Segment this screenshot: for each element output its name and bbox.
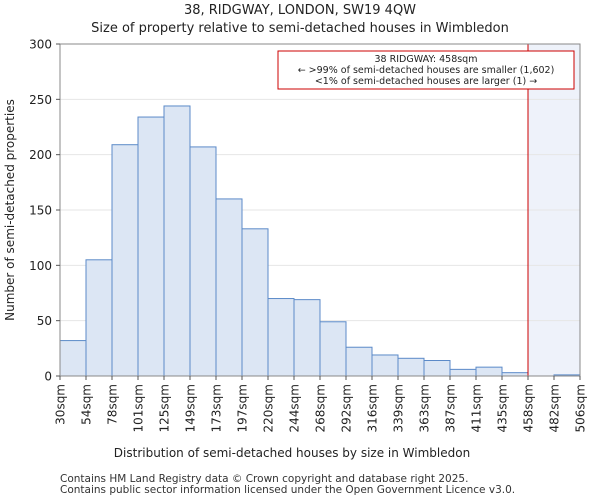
- bar-339sqm: [397, 357, 425, 377]
- footer-line-2: Contains public sector information licen…: [60, 484, 516, 496]
- chart-title: 38, RIDGWAY, LONDON, SW19 4QW: [183, 3, 417, 18]
- bar-54sqm: [85, 259, 113, 377]
- x-tick-label: 292sqm: [340, 384, 354, 432]
- bar-125sqm: [163, 105, 191, 377]
- bar-173sqm: [215, 198, 243, 377]
- x-tick-labels: 30sqm 54sqm 78sqm 101sqm 125sqm 149sqm 173sqm 1…: [54, 376, 588, 432]
- x-tick-label: 339sqm: [392, 384, 406, 432]
- annotation-line-3: <1% of semi-detached houses are larger (…: [315, 76, 537, 87]
- y-axis-label: Number of semi-detached properties: [3, 99, 17, 321]
- x-tick-label: 316sqm: [366, 384, 380, 432]
- bars-group: [59, 105, 581, 377]
- x-tick-label: 173sqm: [210, 384, 224, 432]
- x-tick-label: 435sqm: [496, 384, 510, 432]
- y-tick-label: 200: [29, 148, 52, 162]
- x-tick-label: 411sqm: [470, 384, 484, 432]
- x-tick-label: 101sqm: [132, 384, 146, 432]
- annotation-line-2: ← >99% of semi-detached houses are small…: [298, 65, 555, 76]
- annotation-line-1: 38 RIDGWAY: 458sqm: [375, 54, 478, 65]
- x-tick-label: 30sqm: [54, 384, 68, 425]
- x-tick-label: 363sqm: [418, 384, 432, 432]
- x-tick-label: 244sqm: [288, 384, 302, 432]
- y-tick-label: 0: [44, 370, 52, 384]
- y-tick-label: 100: [29, 259, 52, 273]
- y-tick-label: 300: [29, 38, 52, 52]
- x-tick-label: 387sqm: [444, 384, 458, 432]
- y-tick-label: 250: [29, 93, 52, 107]
- bar-292sqm: [345, 346, 373, 377]
- bar-387sqm: [449, 368, 477, 377]
- bar-244sqm: [293, 299, 321, 377]
- x-tick-label: 458sqm: [522, 384, 536, 432]
- footer-line-1: Contains HM Land Registry data © Crown c…: [60, 473, 469, 485]
- x-tick-label: 125sqm: [158, 384, 172, 432]
- x-tick-label: 220sqm: [262, 384, 276, 432]
- bar-316sqm: [371, 354, 399, 377]
- bar-30sqm: [59, 340, 87, 377]
- histogram-chart: 0 50 100 150 200 250 300 30sqm 54sqm 78sqm 101sqm…: [3, 38, 588, 461]
- x-tick-label: 149sqm: [184, 384, 198, 432]
- x-axis-label: Distribution of semi-detached houses by …: [114, 446, 470, 460]
- bar-411sqm: [475, 366, 503, 377]
- bar-78sqm: [111, 144, 139, 377]
- y-tick-label: 50: [37, 314, 52, 328]
- bar-149sqm: [189, 146, 217, 377]
- y-tick-labels: 0 50 100 150 200 250 300: [29, 38, 60, 384]
- bar-101sqm: [137, 116, 165, 377]
- bar-363sqm: [423, 360, 451, 377]
- x-tick-label: 482sqm: [548, 384, 562, 432]
- x-tick-label: 506sqm: [574, 384, 588, 432]
- chart-subtitle: Size of property relative to semi-detach…: [91, 21, 509, 36]
- x-tick-label: 54sqm: [80, 384, 94, 425]
- bar-197sqm: [241, 228, 269, 377]
- x-tick-label: 197sqm: [236, 384, 250, 432]
- annotation-box: 38 RIDGWAY: 458sqm ← >99% of semi-detach…: [277, 50, 575, 90]
- x-tick-label: 78sqm: [106, 384, 120, 425]
- bar-220sqm: [267, 298, 295, 377]
- bar-268sqm: [319, 321, 347, 377]
- x-tick-label: 268sqm: [314, 384, 328, 432]
- y-tick-label: 150: [29, 204, 52, 218]
